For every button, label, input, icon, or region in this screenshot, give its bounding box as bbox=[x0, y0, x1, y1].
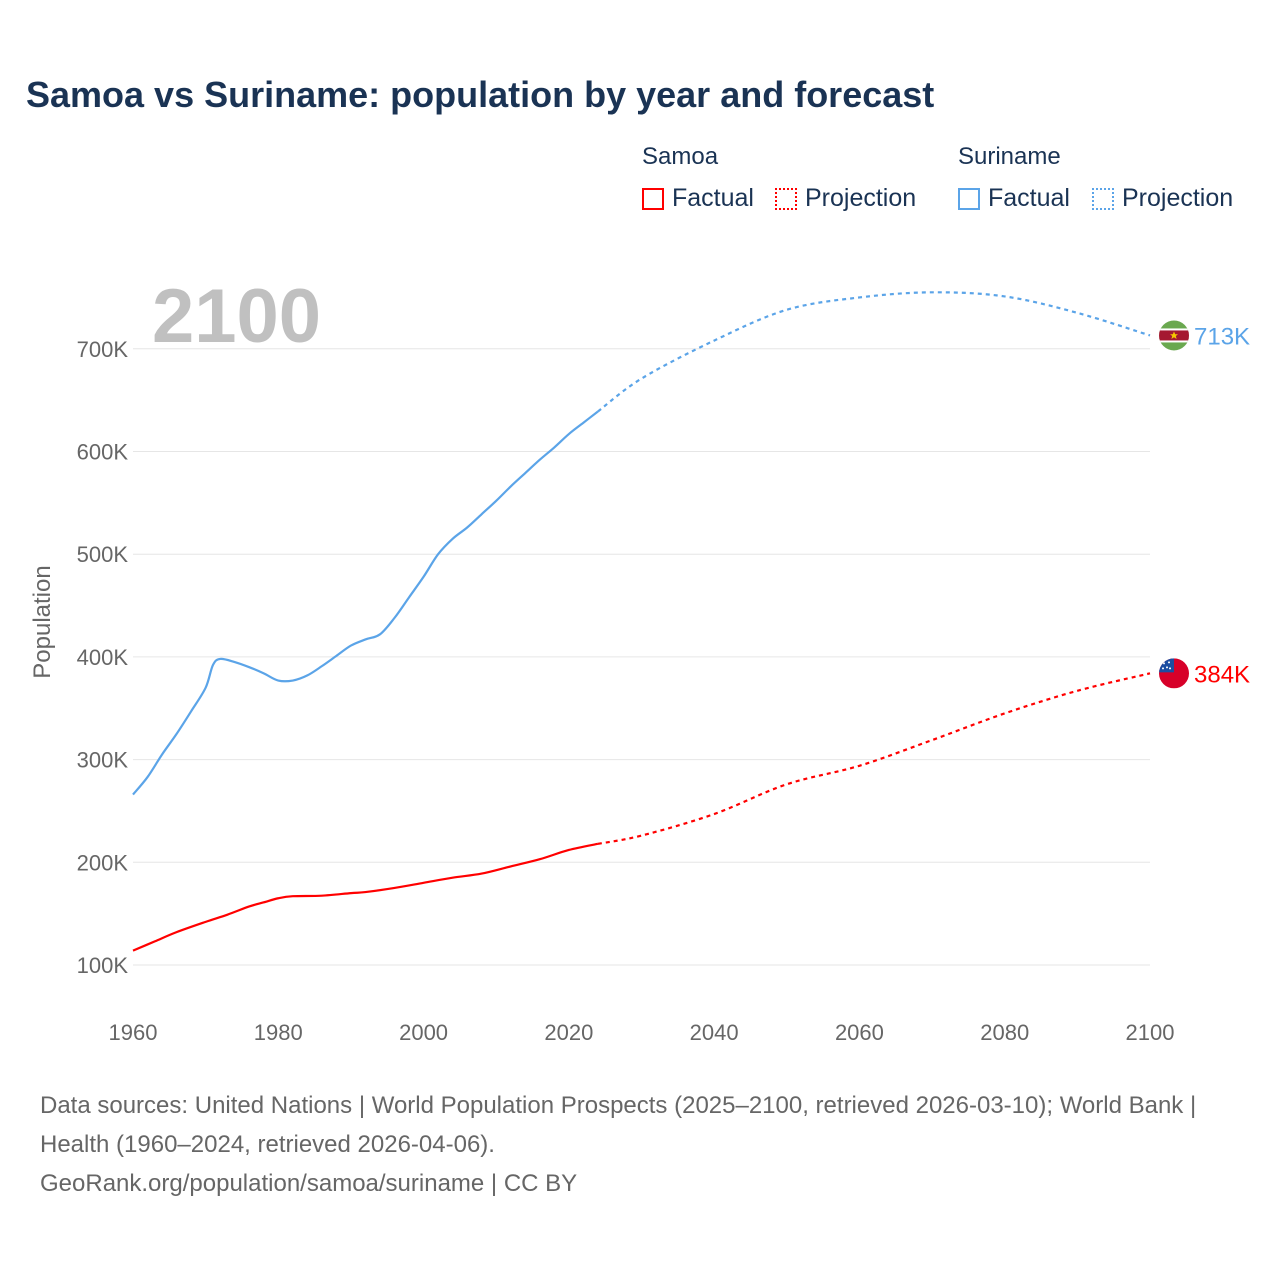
legend-suriname-projection[interactable]: Projection bbox=[1092, 184, 1233, 213]
legend-label: Factual bbox=[672, 184, 754, 212]
legend-label: Projection bbox=[805, 184, 917, 212]
x-tick-label: 2040 bbox=[690, 1020, 739, 1045]
legend-group-suriname: Suriname bbox=[958, 143, 1061, 170]
chart-title: Samoa vs Suriname: population by year an… bbox=[26, 74, 935, 115]
dotted-swatch-icon bbox=[775, 187, 797, 210]
suriname-flag-icon bbox=[1159, 320, 1189, 351]
x-tick-label: 1960 bbox=[109, 1020, 158, 1045]
x-tick-label: 2000 bbox=[399, 1020, 448, 1045]
suriname-end-label: 713K bbox=[1194, 323, 1250, 350]
footer: Data sources: United Nations | World Pop… bbox=[40, 1086, 1240, 1203]
samoa-projection-line bbox=[597, 672, 1151, 845]
y-tick-label: 100K bbox=[77, 953, 129, 978]
solid-swatch-icon bbox=[642, 187, 664, 210]
y-tick-label: 700K bbox=[77, 337, 129, 362]
credit-link[interactable]: GeoRank.org/population/samoa/suriname | … bbox=[40, 1170, 578, 1197]
legend-group-samoa: Samoa bbox=[642, 143, 719, 170]
legend-samoa-projection[interactable]: Projection bbox=[775, 184, 916, 213]
y-tick-label: 600K bbox=[77, 440, 129, 465]
x-tick-label: 2060 bbox=[835, 1020, 884, 1045]
solid-swatch-icon bbox=[958, 187, 980, 210]
x-tick-label: 2020 bbox=[544, 1020, 593, 1045]
samoa-factual-line bbox=[132, 842, 599, 952]
suriname-factual-line bbox=[132, 410, 599, 796]
x-tick-label: 2080 bbox=[980, 1020, 1029, 1045]
y-axis-label: Population bbox=[29, 565, 56, 678]
x-tick-label: 2100 bbox=[1126, 1020, 1175, 1045]
y-tick-label: 400K bbox=[77, 645, 129, 670]
y-tick-label: 500K bbox=[77, 542, 129, 567]
legend-label: Projection bbox=[1122, 184, 1234, 212]
x-tick-label: 1980 bbox=[254, 1020, 303, 1045]
legend-suriname-factual[interactable]: Factual bbox=[958, 184, 1070, 213]
data-sources: Data sources: United Nations | World Pop… bbox=[40, 1092, 1197, 1158]
samoa-end-label: 384K bbox=[1194, 661, 1250, 688]
year-overlay: 2100 bbox=[152, 274, 321, 359]
legend-samoa-factual[interactable]: Factual bbox=[642, 184, 754, 213]
y-tick-label: 300K bbox=[77, 748, 129, 773]
legend-label: Factual bbox=[988, 184, 1070, 212]
dotted-swatch-icon bbox=[1092, 187, 1114, 210]
suriname-projection-line bbox=[597, 291, 1151, 413]
samoa-flag-icon bbox=[1159, 658, 1189, 689]
y-tick-label: 200K bbox=[77, 850, 129, 875]
